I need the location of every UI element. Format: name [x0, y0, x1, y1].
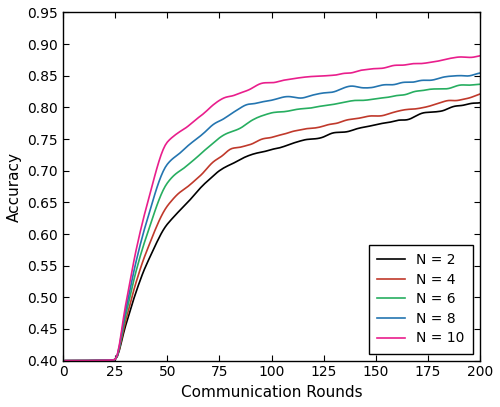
Y-axis label: Accuracy: Accuracy — [7, 151, 22, 221]
N = 8 — [172, 154, 178, 159]
N = 10 — [477, 53, 483, 58]
X-axis label: Communication Rounds: Communication Rounds — [180, 385, 362, 400]
N = 2 — [79, 358, 85, 363]
N = 8 — [87, 358, 93, 363]
N = 10 — [79, 358, 85, 363]
N = 2 — [172, 212, 178, 217]
N = 4 — [477, 92, 483, 96]
N = 2 — [477, 101, 483, 105]
N = 4 — [172, 194, 178, 199]
N = 2 — [442, 108, 448, 113]
N = 4 — [140, 260, 145, 265]
N = 6 — [62, 358, 68, 363]
N = 10 — [87, 358, 93, 363]
Line: N = 6: N = 6 — [65, 84, 480, 361]
Line: N = 4: N = 4 — [65, 94, 480, 361]
N = 2 — [87, 358, 93, 363]
N = 4 — [456, 98, 462, 103]
N = 6 — [140, 247, 145, 252]
N = 8 — [442, 74, 448, 79]
N = 10 — [456, 55, 462, 59]
N = 4 — [79, 358, 85, 363]
N = 10 — [442, 57, 448, 62]
N = 6 — [87, 358, 93, 363]
N = 10 — [172, 132, 178, 137]
N = 6 — [477, 82, 483, 87]
N = 10 — [140, 221, 145, 225]
N = 4 — [87, 358, 93, 363]
N = 4 — [62, 358, 68, 363]
Line: N = 10: N = 10 — [65, 56, 480, 361]
Legend: N = 2, N = 4, N = 6, N = 8, N = 10: N = 2, N = 4, N = 6, N = 8, N = 10 — [369, 245, 473, 354]
Line: N = 8: N = 8 — [65, 73, 480, 361]
N = 6 — [172, 171, 178, 176]
N = 6 — [79, 358, 85, 363]
N = 8 — [477, 71, 483, 76]
N = 8 — [79, 358, 85, 363]
N = 10 — [62, 358, 68, 363]
N = 4 — [442, 99, 448, 104]
N = 6 — [456, 83, 462, 88]
N = 8 — [456, 73, 462, 78]
N = 2 — [140, 272, 145, 277]
N = 6 — [442, 87, 448, 92]
N = 8 — [62, 358, 68, 363]
Line: N = 2: N = 2 — [65, 103, 480, 361]
N = 2 — [62, 358, 68, 363]
N = 8 — [140, 234, 145, 239]
N = 2 — [456, 103, 462, 108]
